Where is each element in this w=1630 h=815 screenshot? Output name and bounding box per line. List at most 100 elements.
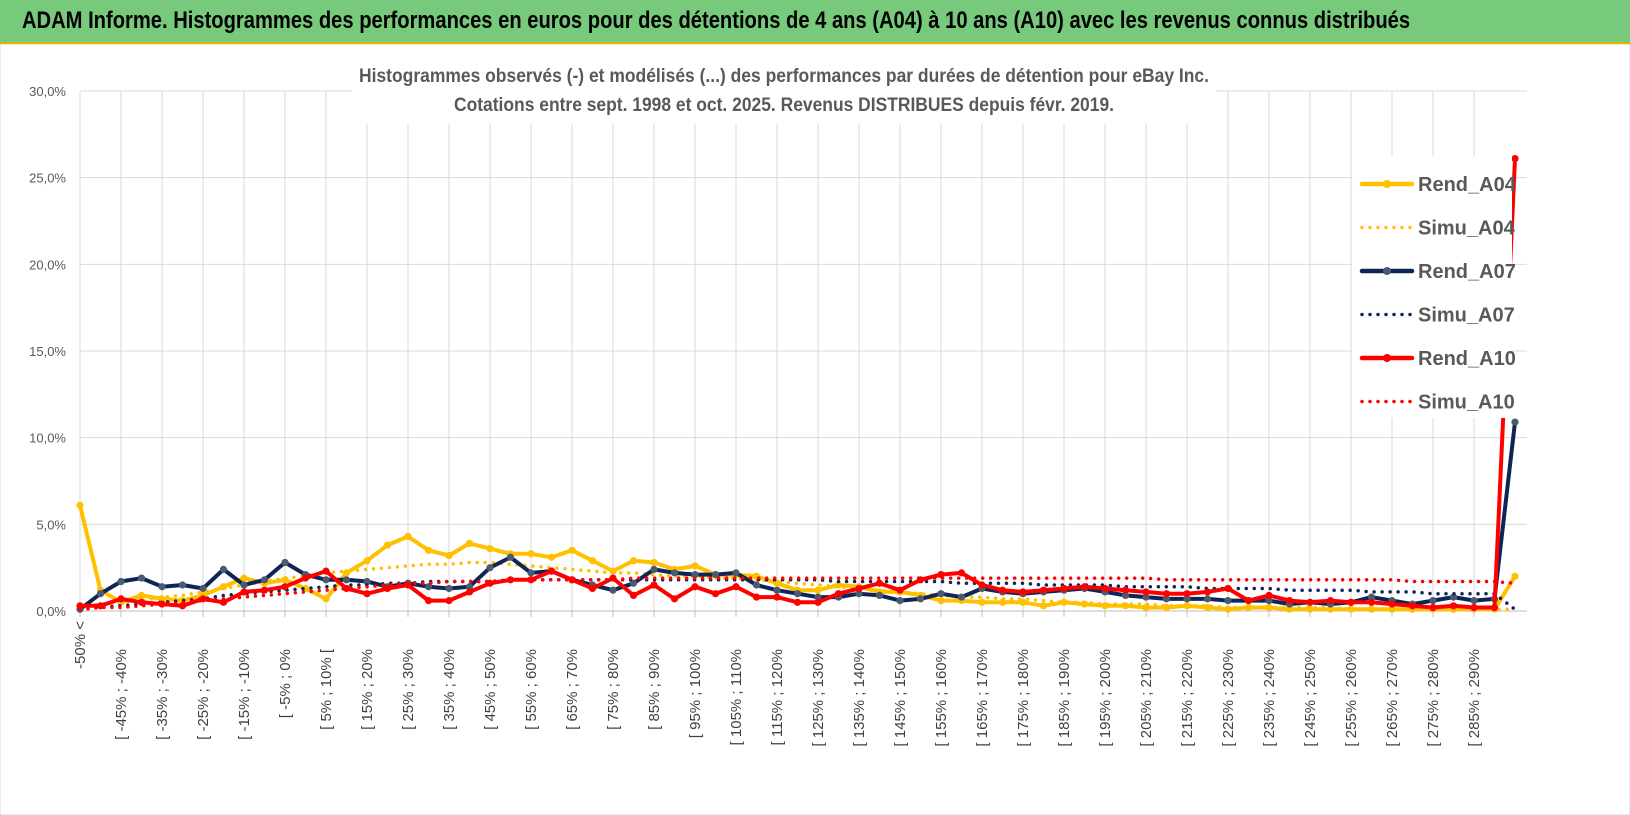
data-point [855,590,863,598]
data-point [96,590,105,598]
legend-item-rend-a07: Rend_A07 [1359,261,1516,283]
data-point [978,581,986,589]
data-point [322,595,330,603]
legend-label: Simu_A10 [1418,392,1515,414]
line-chart: 0,0% 5,0% 10,0% 15,0% 20,0% 25,0% 30,0% -50% < [… [0,44,1630,815]
data-point [506,553,515,561]
data-point [1265,591,1273,600]
x-tick-label: [ 25% ; 30% [400,649,417,730]
data-point [1203,588,1212,596]
data-point [1183,595,1191,603]
data-point [260,586,269,594]
x-tick-label: [ 185% ; 190% [1056,649,1073,747]
data-point [1080,583,1089,591]
data-point [916,595,925,603]
data-point [937,597,945,605]
data-point [1265,597,1273,605]
x-tick-label: [ -45% ; -40% [113,649,130,740]
data-point [1039,586,1048,594]
x-tick-label: [ 255% ; 260% [1343,649,1360,747]
data-point [322,567,330,575]
data-point [650,558,658,567]
data-point [363,590,371,598]
x-tick-label: [ 275% ; 280% [1425,649,1442,747]
data-point [240,588,248,596]
data-point [1162,595,1171,603]
data-point [1367,598,1376,606]
x-tick-label: [ 225% ; 230% [1220,649,1237,747]
data-point [814,586,822,594]
data-point [486,545,494,553]
data-point [937,590,945,598]
data-point [1408,602,1417,610]
report-title: ADAM Informe. Histogrammes des performan… [22,7,1411,34]
legend-item-simu-a04: Simu_A04 [1360,218,1516,240]
legend-label: Simu_A07 [1418,305,1515,327]
data-point [465,588,474,596]
data-point [281,583,289,591]
series-line [78,578,1517,612]
data-point [1162,590,1171,598]
data-point [76,602,84,610]
data-point [957,593,966,601]
data-point [1244,603,1253,612]
data-point [814,593,822,601]
data-point [1470,597,1478,605]
data-point [1060,598,1068,606]
data-point [1203,603,1212,612]
data-point [957,569,966,577]
legend-label: Rend_A10 [1418,348,1516,370]
x-tick-label: [ 165% ; 170% [974,649,991,747]
data-point [383,584,392,593]
data-point [363,557,371,565]
data-point [834,590,843,598]
data-point [773,593,781,601]
legend-item-rend-a10: Rend_A10 [1359,348,1516,370]
x-tick-label: [ 155% ; 160% [933,649,950,747]
data-point [773,586,781,594]
legend-item-simu-a07: Simu_A07 [1360,305,1515,327]
data-point [1449,602,1458,610]
x-tick-label: [ -15% ; -10% [236,649,253,740]
title-backing [352,58,1216,124]
legend-label: Rend_A04 [1418,174,1517,196]
data-point [629,557,638,565]
legend-item-simu-a10: Simu_A10 [1360,392,1515,414]
data-point [178,602,187,610]
y-tick-label: 30,0% [29,84,66,99]
data-point [1019,598,1027,606]
data-point [609,586,617,594]
x-tick-label: [ 75% ; 80% [605,649,622,730]
x-tick-label: [ 265% ; 270% [1384,649,1401,747]
data-point [1429,597,1437,605]
data-point [322,576,330,584]
data-point [117,577,125,586]
data-point [547,567,556,575]
y-tick-label: 5,0% [36,517,66,532]
data-point [547,553,556,561]
data-point [1121,591,1130,600]
data-point [383,541,392,549]
x-tick-label: [ 235% ; 240% [1261,649,1278,747]
report-banner: ADAM Informe. Histogrammes des performan… [0,0,1630,44]
data-point [301,574,310,582]
data-point [793,590,802,598]
series-simu-a10 [78,576,1517,612]
data-point [732,569,740,577]
data-point [342,576,351,584]
data-point [896,586,904,594]
data-point [404,532,412,541]
series-lines [76,155,1519,613]
data-point [424,546,433,554]
data-point [1367,593,1376,601]
data-point [855,584,863,593]
gridlines [79,90,1527,612]
data-point [465,583,474,591]
data-point [588,584,597,593]
series-simu-a07 [78,578,1517,612]
legend-backing [1352,156,1512,418]
data-point [260,576,269,584]
legend: Rend_A04 Simu_A04 Rend_A07 Simu_A07 Rend_A10… [1352,156,1517,418]
y-tick-label: 20,0% [29,257,66,272]
data-point [1183,590,1191,598]
